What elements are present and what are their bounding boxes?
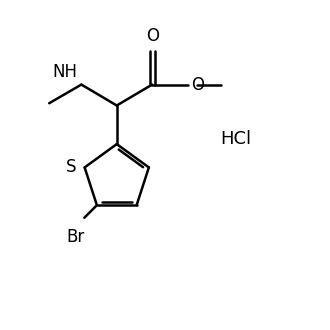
Text: Br: Br	[67, 228, 85, 246]
Text: HCl: HCl	[220, 130, 251, 148]
Text: O: O	[191, 76, 204, 94]
Text: S: S	[66, 158, 77, 177]
Text: O: O	[146, 27, 159, 45]
Text: NH: NH	[52, 63, 78, 82]
